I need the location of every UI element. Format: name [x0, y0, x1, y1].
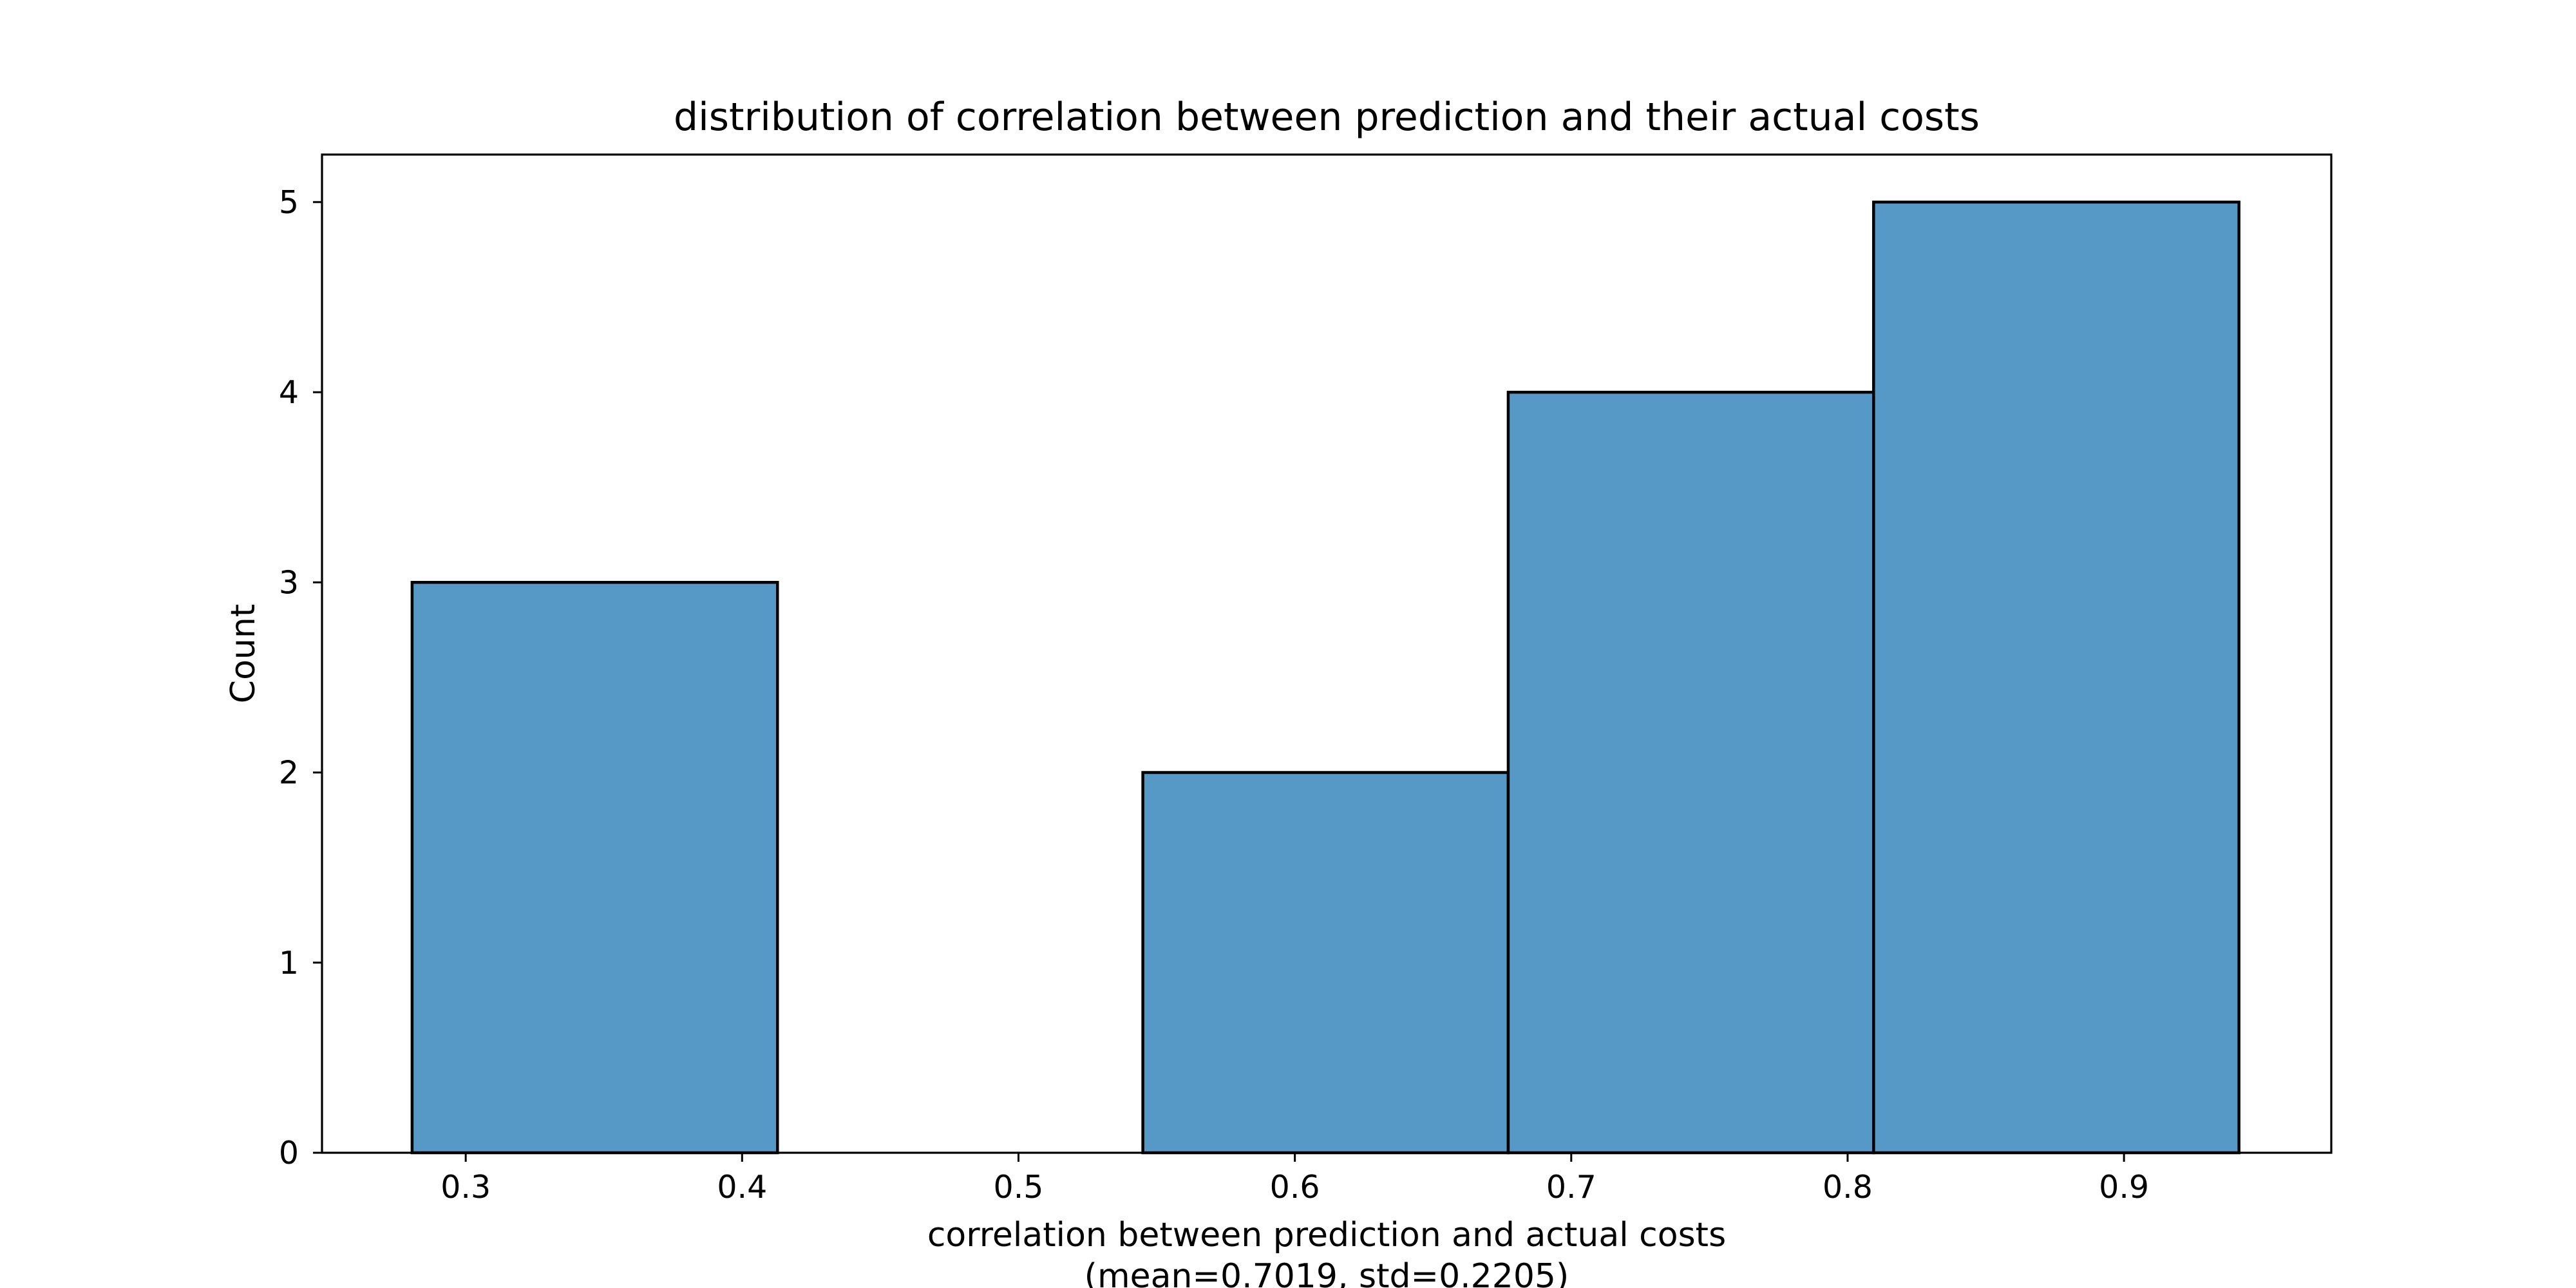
x-tick-label: 0.3 — [440, 1169, 491, 1206]
x-tick-label: 0.8 — [1823, 1169, 1873, 1206]
chart-title: distribution of correlation between pred… — [674, 95, 1980, 140]
y-tick-label: 3 — [279, 564, 299, 601]
y-tick-label: 1 — [279, 945, 299, 981]
bars-group — [410, 200, 2240, 1155]
histogram-bar-4 — [1872, 200, 2240, 1155]
y-tick-label: 0 — [279, 1135, 299, 1171]
x-axis-ticks: 0.3 0.4 0.5 0.6 0.7 0.8 0.9 — [440, 1153, 2149, 1206]
x-axis-label: correlation between prediction and actua… — [927, 1216, 1726, 1255]
x-tick-label: 0.5 — [994, 1169, 1044, 1206]
x-tick-label: 0.4 — [717, 1169, 767, 1206]
y-tick-label: 5 — [279, 184, 299, 221]
x-axis-label-stats: (mean=0.7019, std=0.2205) — [1084, 1257, 1569, 1288]
x-tick-label: 0.7 — [1546, 1169, 1596, 1206]
x-tick-label: 0.6 — [1270, 1169, 1320, 1206]
x-tick-label: 0.9 — [2099, 1169, 2149, 1206]
plot-area-frame — [321, 153, 2333, 1154]
histogram-bar-0 — [410, 581, 779, 1155]
y-tick-label: 2 — [279, 755, 299, 791]
y-tick-label: 4 — [279, 374, 299, 411]
histogram-bar-3 — [1506, 390, 1875, 1155]
histogram-bar-2 — [1141, 771, 1510, 1155]
y-axis-ticks: 0 1 2 3 4 5 — [279, 184, 322, 1171]
y-axis-label: Count — [224, 604, 263, 703]
